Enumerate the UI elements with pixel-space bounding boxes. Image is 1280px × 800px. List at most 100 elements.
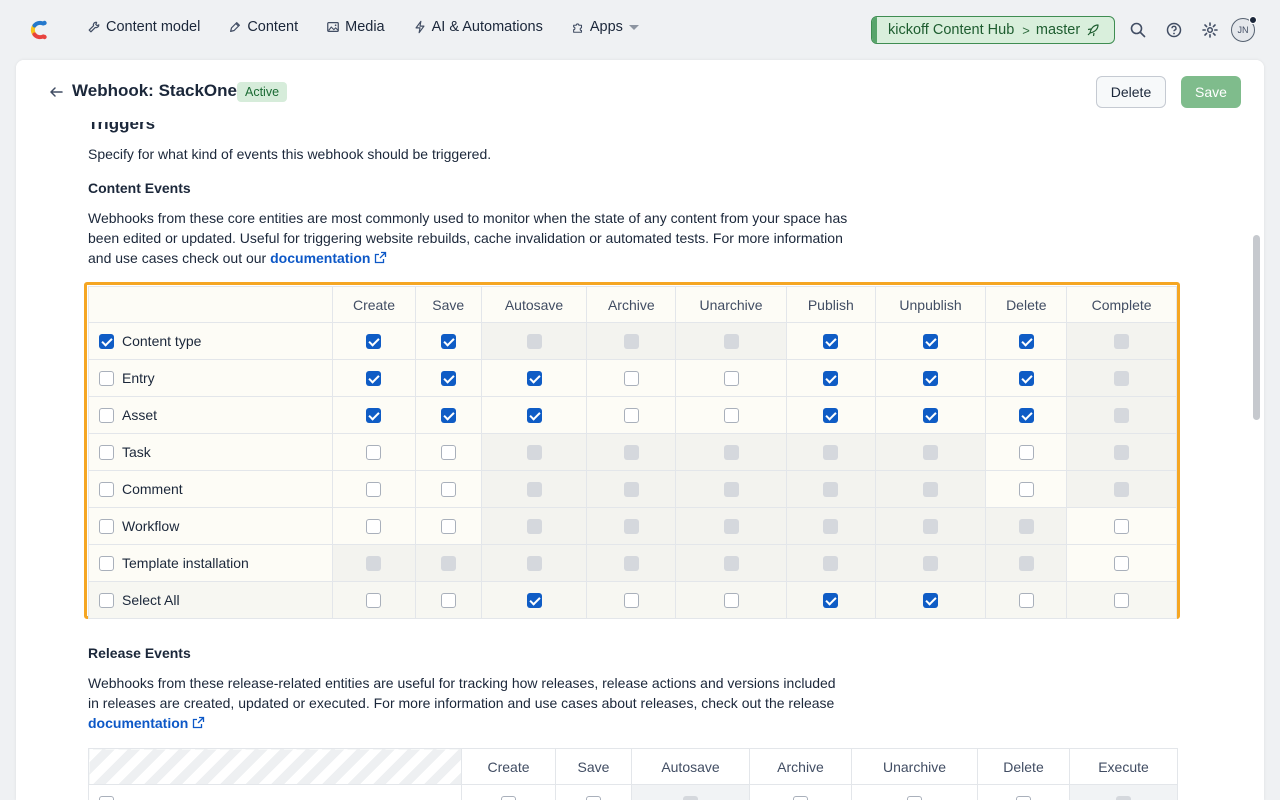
column-header: Autosave xyxy=(631,748,750,785)
event-checkbox[interactable] xyxy=(366,334,382,350)
event-checkbox[interactable] xyxy=(723,408,739,424)
event-checkbox[interactable] xyxy=(1018,593,1034,609)
content-events-documentation-link[interactable]: documentation xyxy=(270,250,387,266)
event-cell xyxy=(675,507,787,545)
event-checkbox[interactable] xyxy=(723,371,739,387)
event-checkbox[interactable] xyxy=(526,593,542,609)
gear-icon[interactable] xyxy=(1201,21,1219,39)
contentful-logo[interactable] xyxy=(26,17,50,43)
event-checkbox[interactable] xyxy=(923,593,939,609)
event-checkbox[interactable] xyxy=(683,796,698,800)
table-row: Entry xyxy=(87,359,1177,397)
event-checkbox xyxy=(526,519,542,535)
event-cell xyxy=(332,470,416,508)
event-checkbox[interactable] xyxy=(440,482,456,498)
column-header: Publish xyxy=(785,286,876,323)
space-name: kickoff Content Hub xyxy=(888,22,1015,38)
delete-button[interactable]: Delete xyxy=(1096,76,1166,108)
event-checkbox[interactable] xyxy=(907,796,922,800)
help-icon[interactable] xyxy=(1165,21,1183,39)
event-checkbox[interactable] xyxy=(440,371,456,387)
row-checkbox[interactable] xyxy=(99,796,114,800)
row-checkbox[interactable] xyxy=(99,445,114,460)
event-checkbox xyxy=(1114,371,1130,387)
event-checkbox[interactable] xyxy=(1018,371,1034,387)
table-row: Select All xyxy=(87,581,1177,619)
event-cell xyxy=(332,322,416,360)
event-checkbox xyxy=(1114,408,1130,424)
event-checkbox[interactable] xyxy=(526,408,542,424)
event-checkbox[interactable] xyxy=(1114,593,1130,609)
event-checkbox[interactable] xyxy=(1116,796,1131,800)
event-checkbox[interactable] xyxy=(1114,556,1130,572)
event-checkbox[interactable] xyxy=(366,593,382,609)
event-checkbox[interactable] xyxy=(823,334,839,350)
event-cell xyxy=(480,396,588,434)
event-cell xyxy=(874,433,987,471)
content-events-heading: Content Events xyxy=(88,180,191,196)
event-checkbox[interactable] xyxy=(623,371,639,387)
event-checkbox[interactable] xyxy=(1018,334,1034,350)
search-icon[interactable] xyxy=(1129,21,1147,39)
event-checkbox[interactable] xyxy=(366,371,382,387)
row-checkbox[interactable] xyxy=(99,519,114,534)
event-checkbox[interactable] xyxy=(366,408,382,424)
environment-switcher[interactable]: kickoff Content Hub > master xyxy=(871,16,1115,44)
event-checkbox[interactable] xyxy=(440,593,456,609)
nav-content-model[interactable]: Content model xyxy=(86,19,200,35)
event-checkbox[interactable] xyxy=(526,371,542,387)
event-checkbox[interactable] xyxy=(923,371,939,387)
event-checkbox[interactable] xyxy=(440,445,456,461)
row-checkbox[interactable] xyxy=(99,593,114,608)
row-checkbox[interactable] xyxy=(99,371,114,386)
event-checkbox[interactable] xyxy=(440,408,456,424)
event-checkbox[interactable] xyxy=(1018,482,1034,498)
event-checkbox[interactable] xyxy=(823,408,839,424)
event-checkbox[interactable] xyxy=(1018,445,1034,461)
event-checkbox[interactable] xyxy=(793,796,808,800)
release-events-documentation-link[interactable]: documentation xyxy=(88,715,205,731)
event-cell xyxy=(785,544,876,582)
event-checkbox[interactable] xyxy=(823,593,839,609)
event-checkbox xyxy=(723,334,739,350)
event-checkbox[interactable] xyxy=(923,334,939,350)
event-checkbox[interactable] xyxy=(440,334,456,350)
nav-apps[interactable]: Apps xyxy=(570,19,639,35)
event-checkbox[interactable] xyxy=(1114,519,1130,535)
nav-ai-automations-label: AI & Automations xyxy=(431,19,543,35)
event-checkbox[interactable] xyxy=(1016,796,1031,800)
scrollbar-track[interactable] xyxy=(1250,122,1264,800)
save-button[interactable]: Save xyxy=(1181,76,1241,108)
event-checkbox[interactable] xyxy=(586,796,601,800)
event-checkbox xyxy=(1114,445,1130,461)
event-checkbox[interactable] xyxy=(623,408,639,424)
page-header: Webhook: StackOne Active Delete Save xyxy=(16,60,1264,122)
event-checkbox xyxy=(623,482,639,498)
event-checkbox[interactable] xyxy=(366,482,382,498)
event-checkbox[interactable] xyxy=(366,445,382,461)
event-checkbox[interactable] xyxy=(823,371,839,387)
nav-ai-automations[interactable]: AI & Automations xyxy=(412,19,543,35)
row-checkbox[interactable] xyxy=(99,482,114,497)
avatar[interactable]: JN xyxy=(1231,16,1257,42)
row-checkbox[interactable] xyxy=(99,556,114,571)
event-cell xyxy=(985,470,1068,508)
external-link-icon xyxy=(193,716,205,729)
event-checkbox[interactable] xyxy=(501,796,516,800)
image-icon xyxy=(325,19,341,35)
event-cell xyxy=(785,322,876,360)
nav-media[interactable]: Media xyxy=(325,19,385,35)
event-checkbox[interactable] xyxy=(923,408,939,424)
back-arrow-icon[interactable] xyxy=(48,84,64,100)
row-checkbox[interactable] xyxy=(99,408,114,423)
scrollbar-thumb[interactable] xyxy=(1253,235,1260,420)
event-checkbox[interactable] xyxy=(623,593,639,609)
event-checkbox[interactable] xyxy=(440,519,456,535)
avatar-initials: JN xyxy=(1237,25,1249,35)
event-checkbox[interactable] xyxy=(1018,408,1034,424)
event-cell xyxy=(586,507,677,545)
nav-content[interactable]: Content xyxy=(227,19,298,35)
event-checkbox[interactable] xyxy=(366,519,382,535)
row-checkbox[interactable] xyxy=(99,334,114,349)
event-checkbox[interactable] xyxy=(723,593,739,609)
